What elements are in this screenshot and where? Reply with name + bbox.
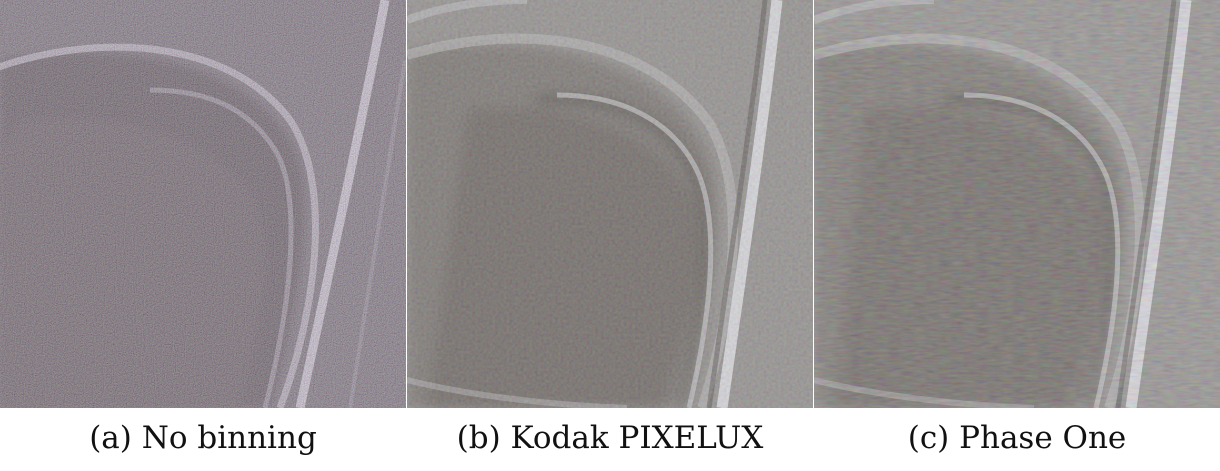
panel-kodak-pixelux — [407, 0, 813, 408]
caption-no-binning: (a) No binning — [89, 420, 317, 456]
panel-phase-one — [814, 0, 1220, 408]
panel-no-binning — [0, 0, 406, 408]
caption-kodak-pixelux: (b) Kodak PIXELUX — [456, 420, 764, 456]
caption-phase-one: (c) Phase One — [907, 420, 1127, 456]
kodak-pixelux-binned-image — [407, 0, 813, 408]
no-binning-noisy-image — [0, 0, 406, 408]
phase-one-binned-image — [814, 0, 1220, 408]
